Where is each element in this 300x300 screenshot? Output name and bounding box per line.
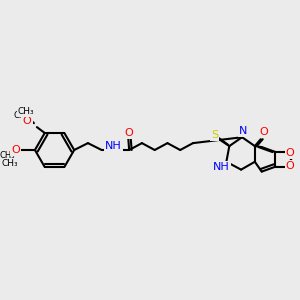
Text: O: O xyxy=(23,116,32,126)
Text: O: O xyxy=(125,128,134,138)
Text: O: O xyxy=(259,127,268,137)
Text: O: O xyxy=(286,161,295,171)
Text: NH: NH xyxy=(213,162,230,172)
Text: CH₃: CH₃ xyxy=(0,152,15,160)
Text: CH₃: CH₃ xyxy=(14,111,29,120)
Text: CH₃: CH₃ xyxy=(1,159,18,168)
Text: NH: NH xyxy=(105,141,122,151)
Text: N: N xyxy=(239,126,247,136)
Text: O: O xyxy=(11,145,20,155)
Text: CH₃: CH₃ xyxy=(18,107,34,116)
Text: O: O xyxy=(11,145,20,155)
Text: O: O xyxy=(23,116,32,126)
Text: S: S xyxy=(211,130,218,140)
Text: O: O xyxy=(286,148,295,158)
